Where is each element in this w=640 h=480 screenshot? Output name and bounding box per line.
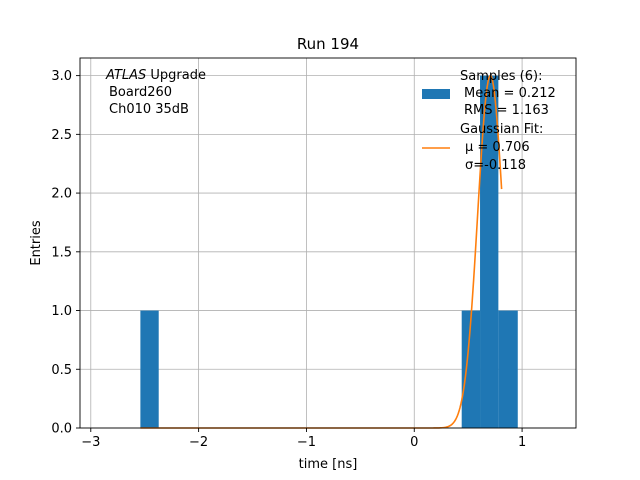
legend-fit-sigma: σ=-0.118 [465, 158, 526, 173]
x-tick-label: 0 [410, 435, 418, 450]
y-tick-label: 2.0 [51, 187, 72, 202]
histogram-bar [461, 310, 481, 428]
annotation-experiment-suffix: Upgrade [146, 68, 206, 83]
y-tick-label: 0.0 [51, 422, 72, 437]
legend-samples-rms: RMS = 1.163 [464, 103, 549, 118]
annotation-line-3: Ch010 35dB [109, 102, 189, 117]
histogram-bar [480, 75, 499, 428]
legend-fit-title: Gaussian Fit: [460, 122, 543, 137]
histogram-bars [140, 75, 518, 428]
x-tick-label: −2 [189, 435, 208, 450]
y-tick-label: 3.0 [51, 69, 72, 84]
y-axis-label: Entries [29, 220, 44, 266]
x-tick-label: −3 [81, 435, 100, 450]
legend-samples-mean: Mean = 0.212 [464, 86, 556, 101]
y-tick-label: 1.5 [51, 245, 72, 260]
y-tick-label: 1.0 [51, 304, 72, 319]
y-tick-label: 0.5 [51, 363, 72, 378]
legend: Samples (6): Mean = 0.212 RMS = 1.163 Ga… [422, 69, 556, 173]
histogram-bar [498, 310, 518, 428]
x-tick-label: −1 [297, 435, 316, 450]
annotation-line-1: ATLAS Upgrade [105, 68, 206, 83]
y-axis-ticks: 0.0 0.5 1.0 1.5 2.0 2.5 3.0 [51, 69, 80, 437]
legend-samples-swatch [422, 89, 450, 99]
x-tick-label: 1 [518, 435, 526, 450]
annotation-experiment: ATLAS [105, 68, 146, 83]
x-axis-label: time [ns] [299, 457, 358, 472]
x-axis-ticks: −3 −2 −1 0 1 [81, 428, 526, 450]
plot-frame [79, 57, 577, 429]
legend-fit-mu: μ = 0.706 [465, 140, 530, 155]
histogram-bar [140, 310, 159, 428]
annotation-line-2: Board260 [109, 85, 172, 100]
y-tick-label: 2.5 [51, 128, 72, 143]
chart-title: Run 194 [297, 35, 359, 53]
legend-samples-title: Samples (6): [460, 69, 542, 84]
